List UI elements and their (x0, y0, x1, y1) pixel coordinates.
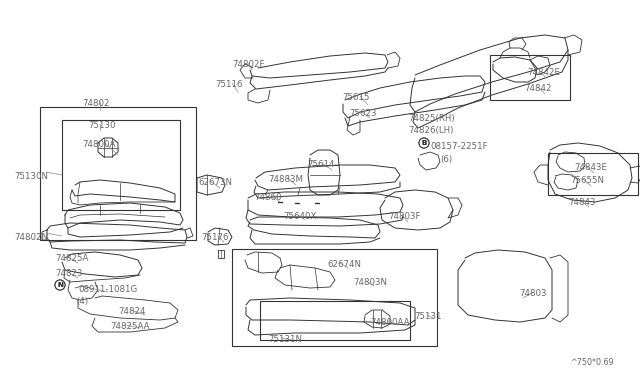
Text: (6): (6) (440, 155, 452, 164)
Text: 75131: 75131 (414, 312, 442, 321)
Circle shape (55, 280, 65, 290)
Circle shape (419, 138, 429, 148)
Text: 74803: 74803 (519, 289, 547, 298)
Text: 74825A: 74825A (55, 254, 88, 263)
Text: 74800A: 74800A (82, 140, 115, 149)
Text: 74824: 74824 (118, 307, 145, 316)
Text: N: N (57, 282, 63, 288)
Text: 75623: 75623 (349, 109, 376, 118)
Text: 75655N: 75655N (570, 176, 604, 185)
Text: 74843E: 74843E (574, 163, 607, 172)
Bar (62, 120, 180, 210)
Text: 08157-2251F: 08157-2251F (430, 142, 488, 151)
Bar (548, 153, 638, 195)
Text: ^750*0.69: ^750*0.69 (570, 358, 614, 367)
Text: 74842E: 74842E (527, 68, 560, 77)
Text: B: B (421, 140, 427, 146)
Text: 74802N: 74802N (14, 233, 48, 242)
Text: 74802: 74802 (82, 99, 109, 108)
Text: 62673N: 62673N (198, 178, 232, 187)
Text: 75131N: 75131N (268, 335, 302, 344)
Text: 75640X: 75640X (283, 212, 316, 221)
Text: 75130: 75130 (88, 121, 115, 130)
Text: 74800AA: 74800AA (370, 318, 410, 327)
Text: 74883M: 74883M (268, 175, 303, 184)
Text: 74843: 74843 (568, 198, 595, 207)
Text: 62674N: 62674N (327, 260, 361, 269)
Bar (490, 55, 570, 100)
Text: 75130N: 75130N (14, 172, 48, 181)
Text: 75614: 75614 (307, 160, 335, 169)
Text: 74803N: 74803N (353, 278, 387, 287)
Text: 74860: 74860 (254, 193, 282, 202)
Text: 74803F: 74803F (388, 212, 420, 221)
Text: 74823: 74823 (55, 269, 83, 278)
Text: 74825AA: 74825AA (110, 322, 150, 331)
Circle shape (419, 138, 429, 148)
Bar (40, 107, 196, 240)
Text: 75615: 75615 (342, 93, 369, 102)
Text: (4): (4) (76, 297, 88, 306)
Text: B: B (421, 140, 427, 146)
Text: 74842: 74842 (524, 84, 552, 93)
Text: 08911-1081G: 08911-1081G (78, 285, 137, 294)
Circle shape (55, 280, 65, 290)
Text: 75176: 75176 (201, 233, 228, 242)
Text: 75116: 75116 (215, 80, 243, 89)
Bar (260, 301, 410, 340)
Text: 74825(RH): 74825(RH) (408, 114, 454, 123)
Text: 74826(LH): 74826(LH) (408, 126, 453, 135)
Bar (232, 249, 437, 346)
Text: 74802F: 74802F (232, 60, 264, 69)
Text: N: N (57, 282, 63, 288)
